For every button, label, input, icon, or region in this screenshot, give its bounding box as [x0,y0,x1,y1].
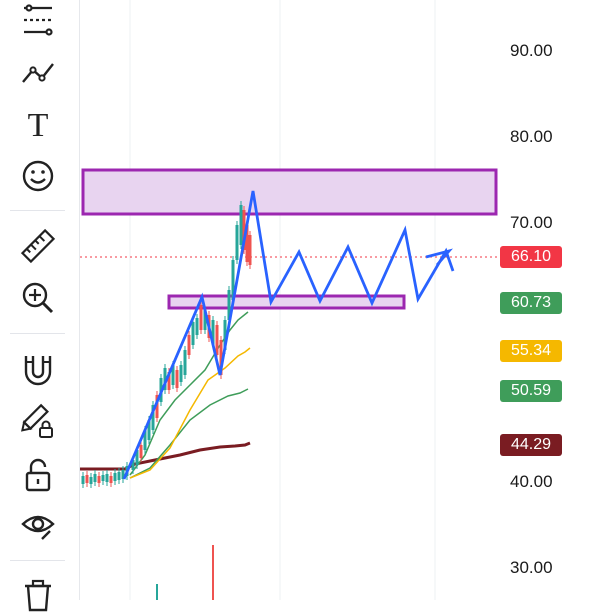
ma-slow-badge: 44.29 [500,434,562,456]
candle-body [97,476,101,483]
candle-body [155,395,159,418]
candle-body [117,472,121,480]
candle-body [131,460,135,470]
candle-body [187,335,191,355]
trend-line-icon[interactable] [12,52,64,92]
ruler-icon[interactable] [12,226,64,266]
candle-body [227,290,231,320]
candle-body [242,210,246,250]
ma-fast-2-badge: 50.59 [500,380,562,402]
projection-zigzag[interactable] [122,190,455,480]
magnet-icon[interactable] [12,350,64,390]
candle-body [139,445,143,458]
candle-body [231,260,235,300]
moving-average-mid [129,347,251,479]
candle-body [183,350,187,375]
moving-average-fast [129,311,249,476]
candle-body [199,305,203,330]
candle-body [203,310,207,330]
candle-body [215,325,219,355]
candle-body [171,365,175,385]
zoom-in-icon[interactable] [12,278,64,318]
axis-tick-label: 30.00 [510,558,553,577]
axis-tick-label: 90.00 [510,41,553,60]
candle-body [239,205,243,245]
candle-body [248,235,252,265]
candle-body [93,474,97,482]
indicators-icon[interactable] [12,0,64,40]
last-price-badge: 66.10 [500,246,562,268]
lock-drawing-icon[interactable] [12,402,64,442]
ma-fast-badge: 60.73 [500,292,562,314]
trash-icon[interactable] [12,575,64,615]
ma-mid-badge: 55.34 [500,340,562,362]
candle-body [105,474,109,482]
candle-body [101,475,105,481]
axis-tick-label: 40.00 [510,472,553,491]
candle-body [175,370,179,388]
svg-text:T: T [28,107,49,144]
emoji-icon[interactable] [12,156,64,196]
candle-body [223,320,227,350]
candle-body [219,340,223,375]
unlock-icon[interactable] [12,455,64,495]
candle-body [143,430,147,450]
candle-body [179,365,183,382]
candle-body [211,320,215,345]
toolbar-separator [10,560,65,561]
price-axis[interactable]: 90.00 80.00 70.00 40.00 30.00 66.10 60.7… [496,0,600,600]
candle-body [135,450,139,465]
candle-body [147,420,151,440]
volume-bar [156,584,158,600]
candle-body [85,475,89,483]
moving-average-fast-2 [129,388,249,479]
drawing-toolbar: T [0,0,75,612]
candle-body [191,322,195,345]
candle-body [121,470,125,479]
axis-tick-label: 70.00 [510,213,553,232]
axis-tick-label: 80.00 [510,127,553,146]
toolbar-divider [79,0,80,600]
candle-body [151,405,155,430]
moving-average-slow [80,441,251,471]
candle-body [195,318,199,335]
candle-body [81,476,85,484]
candle-body [167,372,171,390]
resistance-zone[interactable] [81,168,498,216]
candle-body [245,225,249,262]
toolbar-separator [10,210,65,211]
candle-body [109,476,113,483]
candle-body [163,368,167,390]
visibility-icon[interactable] [12,505,64,545]
text-icon[interactable]: T [12,104,64,144]
candle-body [113,473,117,481]
candle-body [89,477,93,484]
volume-bar [212,545,214,600]
projection-arrowhead [425,248,453,266]
price-chart[interactable] [80,0,600,600]
toolbar-separator [10,333,65,334]
candle-body [235,225,239,260]
